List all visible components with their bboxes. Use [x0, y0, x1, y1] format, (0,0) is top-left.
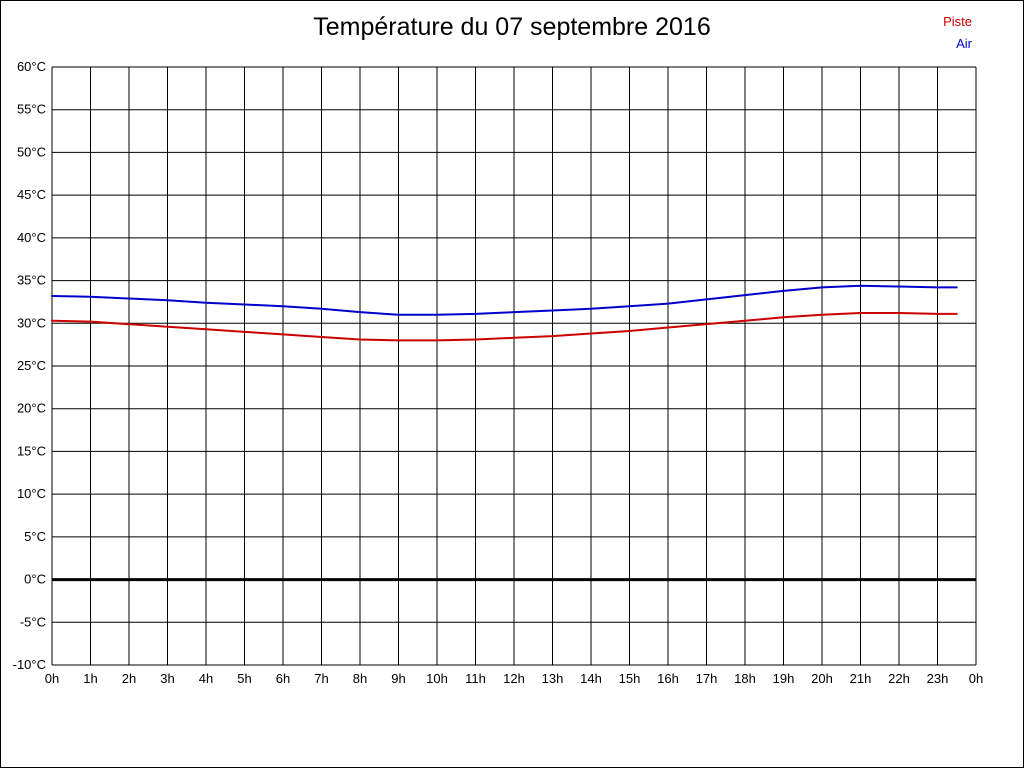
- x-tick-label: 21h: [850, 671, 872, 686]
- x-tick-label: 8h: [353, 671, 367, 686]
- legend: Piste Air: [943, 11, 972, 55]
- x-tick-label: 6h: [276, 671, 290, 686]
- x-tick-label: 4h: [199, 671, 213, 686]
- y-tick-label: 45°C: [17, 187, 46, 202]
- x-tick-label: 10h: [426, 671, 448, 686]
- x-tick-label: 16h: [657, 671, 679, 686]
- x-tick-label: 22h: [888, 671, 910, 686]
- y-tick-label: -5°C: [20, 614, 46, 629]
- series-line-air: [51, 284, 958, 316]
- x-tick-label: 1h: [83, 671, 97, 686]
- chart-title: Température du 07 septembre 2016: [313, 13, 711, 41]
- y-tick-label: 0°C: [24, 572, 46, 587]
- legend-item-air: Air: [956, 36, 972, 51]
- y-tick-label: 60°C: [17, 59, 46, 74]
- x-tick-label: 14h: [580, 671, 602, 686]
- x-tick-label: 18h: [734, 671, 756, 686]
- legend-item-piste: Piste: [943, 14, 972, 29]
- y-tick-label: 5°C: [24, 529, 46, 544]
- x-tick-label: 0h: [45, 671, 59, 686]
- y-tick-label: 40°C: [17, 230, 46, 245]
- y-tick-label: 15°C: [17, 443, 46, 458]
- y-tick-label: 30°C: [17, 315, 46, 330]
- x-tick-label: 2h: [122, 671, 136, 686]
- x-tick-label: 17h: [696, 671, 718, 686]
- x-tick-label: 23h: [927, 671, 949, 686]
- x-tick-label: 12h: [503, 671, 525, 686]
- y-tick-label: 55°C: [17, 102, 46, 117]
- x-tick-label: 11h: [465, 671, 486, 686]
- y-tick-label: 10°C: [17, 486, 46, 501]
- y-tick-label: 50°C: [17, 144, 46, 159]
- x-tick-label: 20h: [811, 671, 833, 686]
- x-tick-label: 3h: [160, 671, 174, 686]
- y-tick-label: -10°C: [13, 657, 46, 672]
- x-tick-label: 7h: [314, 671, 328, 686]
- y-tick-label: 25°C: [17, 358, 46, 373]
- series-line-piste: [51, 312, 958, 342]
- x-tick-label: 0h: [969, 671, 983, 686]
- x-tick-label: 13h: [542, 671, 564, 686]
- y-tick-label: 35°C: [17, 273, 46, 288]
- x-tick-label: 9h: [391, 671, 405, 686]
- x-tick-label: 5h: [237, 671, 251, 686]
- x-tick-label: 19h: [773, 671, 795, 686]
- y-tick-label: 20°C: [17, 401, 46, 416]
- x-tick-label: 15h: [619, 671, 641, 686]
